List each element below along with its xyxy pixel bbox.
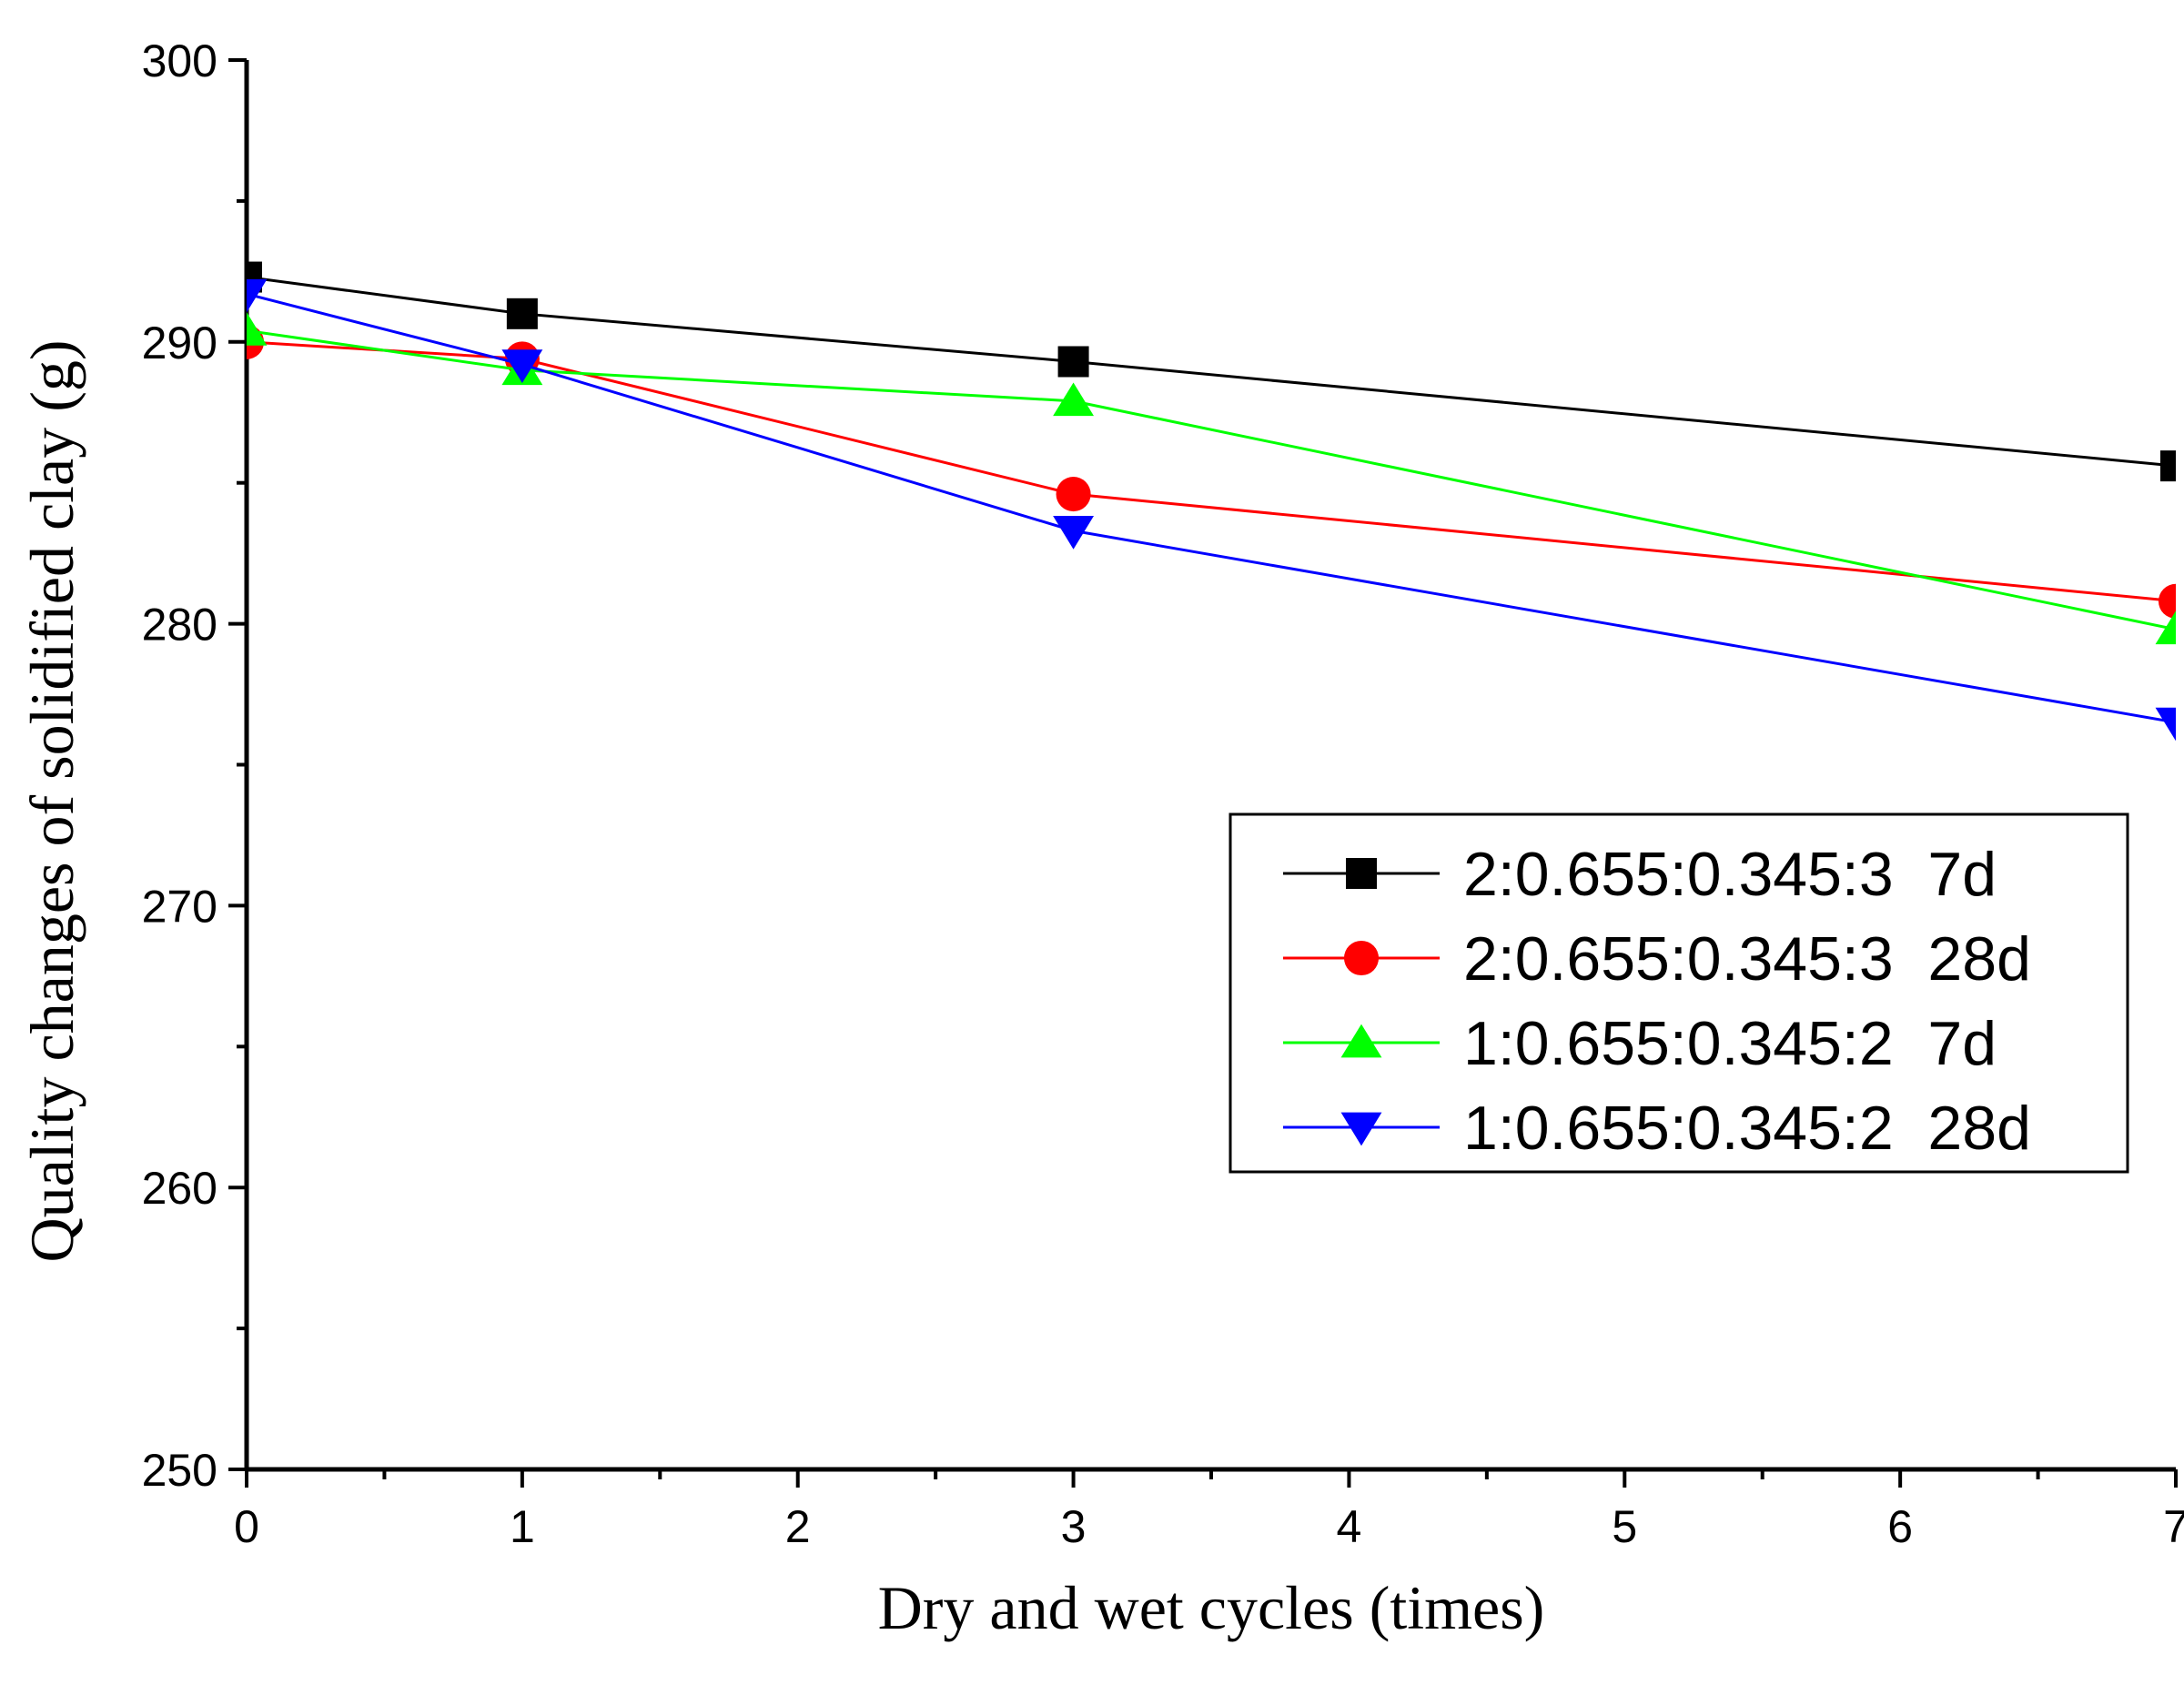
- x-tick-label: 6: [1887, 1501, 1913, 1552]
- legend-label: 1:0.655:0.345:2 7d: [1463, 1009, 1997, 1078]
- data-point: [1056, 477, 1091, 512]
- y-tick-label: 270: [142, 881, 217, 932]
- y-tick-label: 260: [142, 1163, 217, 1214]
- data-point: [2158, 583, 2176, 619]
- series-line: [247, 328, 2176, 631]
- y-tick-label: 290: [142, 318, 217, 368]
- data-point: [1053, 382, 1095, 417]
- x-tick-label: 1: [510, 1501, 535, 1552]
- legend-label: 1:0.655:0.345:2 28d: [1463, 1094, 2031, 1163]
- legend-item: 2:0.655:0.345:3 7d: [1283, 840, 1997, 909]
- series-4: [247, 278, 2176, 742]
- series-line: [247, 292, 2176, 724]
- data-point: [501, 349, 543, 383]
- data-point: [2155, 707, 2176, 742]
- axes: [244, 60, 2176, 1472]
- legend-item: 2:0.655:0.345:3 28d: [1283, 924, 2031, 994]
- legend-item: 1:0.655:0.345:2 7d: [1283, 1009, 1997, 1078]
- x-tick-label: 5: [1612, 1501, 1637, 1552]
- data-point: [2160, 450, 2176, 482]
- series-layer: [247, 261, 2176, 742]
- data-point: [1053, 516, 1095, 550]
- series-line: [247, 276, 2176, 468]
- x-tick-label: 7: [2163, 1501, 2184, 1552]
- legend-marker: [1340, 1024, 1382, 1058]
- data-point: [1057, 346, 1089, 378]
- legend-label: 2:0.655:0.345:3 28d: [1463, 924, 2031, 994]
- x-tick-label: 4: [1337, 1501, 1362, 1552]
- data-point: [247, 312, 268, 346]
- y-tick-label: 280: [142, 600, 217, 651]
- y-tick-label: 300: [142, 35, 217, 86]
- x-axis-ticks: 0 1 2 3 4 5 6 7: [234, 1469, 2184, 1552]
- legend-marker: [1340, 1112, 1382, 1146]
- x-tick-label: 3: [1061, 1501, 1087, 1552]
- data-point: [247, 278, 268, 313]
- legend-marker: [1343, 940, 1380, 976]
- legend-item: 1:0.655:0.345:2 28d: [1283, 1094, 2031, 1163]
- data-point: [2155, 610, 2176, 645]
- legend-label: 2:0.655:0.345:3 7d: [1463, 840, 1997, 909]
- x-axis-title: Dry and wet cycles (times): [878, 1573, 1545, 1642]
- x-tick-label: 0: [234, 1501, 259, 1552]
- data-point: [506, 298, 538, 329]
- y-tick-label: 250: [142, 1445, 217, 1496]
- x-tick-label: 2: [785, 1501, 811, 1552]
- legend-marker: [1346, 858, 1377, 889]
- legend: 2:0.655:0.345:3 7d 2:0.655:0.345:3 28d 1:0…: [1228, 812, 2129, 1174]
- y-axis-ticks: 250 260 270 280 290 300: [142, 35, 247, 1496]
- y-axis-title: Quality changes of solidified clay (g): [17, 339, 86, 1262]
